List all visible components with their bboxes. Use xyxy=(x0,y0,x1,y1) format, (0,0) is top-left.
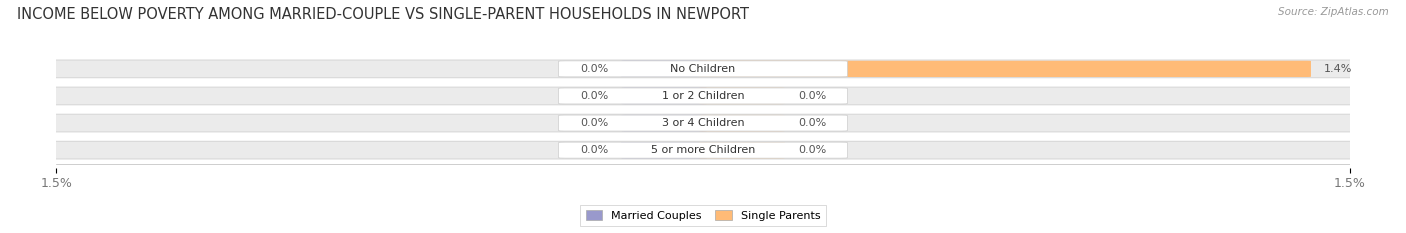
FancyBboxPatch shape xyxy=(621,115,707,131)
Text: 0.0%: 0.0% xyxy=(797,145,827,155)
FancyBboxPatch shape xyxy=(621,142,707,158)
FancyBboxPatch shape xyxy=(49,114,1357,132)
FancyBboxPatch shape xyxy=(699,61,1310,77)
Text: No Children: No Children xyxy=(671,64,735,74)
Text: 0.0%: 0.0% xyxy=(579,91,609,101)
FancyBboxPatch shape xyxy=(558,142,848,158)
Text: 5 or more Children: 5 or more Children xyxy=(651,145,755,155)
FancyBboxPatch shape xyxy=(621,61,707,77)
Text: 1.4%: 1.4% xyxy=(1324,64,1353,74)
FancyBboxPatch shape xyxy=(558,61,848,77)
FancyBboxPatch shape xyxy=(699,142,785,158)
FancyBboxPatch shape xyxy=(49,141,1357,159)
FancyBboxPatch shape xyxy=(699,88,785,104)
Text: 0.0%: 0.0% xyxy=(797,91,827,101)
FancyBboxPatch shape xyxy=(49,87,1357,105)
Text: INCOME BELOW POVERTY AMONG MARRIED-COUPLE VS SINGLE-PARENT HOUSEHOLDS IN NEWPORT: INCOME BELOW POVERTY AMONG MARRIED-COUPL… xyxy=(17,7,749,22)
FancyBboxPatch shape xyxy=(558,88,848,104)
Text: 0.0%: 0.0% xyxy=(579,145,609,155)
Legend: Married Couples, Single Parents: Married Couples, Single Parents xyxy=(581,205,825,226)
FancyBboxPatch shape xyxy=(621,88,707,104)
FancyBboxPatch shape xyxy=(699,115,785,131)
FancyBboxPatch shape xyxy=(558,115,848,131)
Text: Source: ZipAtlas.com: Source: ZipAtlas.com xyxy=(1278,7,1389,17)
Text: 0.0%: 0.0% xyxy=(797,118,827,128)
Text: 0.0%: 0.0% xyxy=(579,64,609,74)
FancyBboxPatch shape xyxy=(49,60,1357,78)
Text: 3 or 4 Children: 3 or 4 Children xyxy=(662,118,744,128)
Text: 0.0%: 0.0% xyxy=(579,118,609,128)
Text: 1 or 2 Children: 1 or 2 Children xyxy=(662,91,744,101)
